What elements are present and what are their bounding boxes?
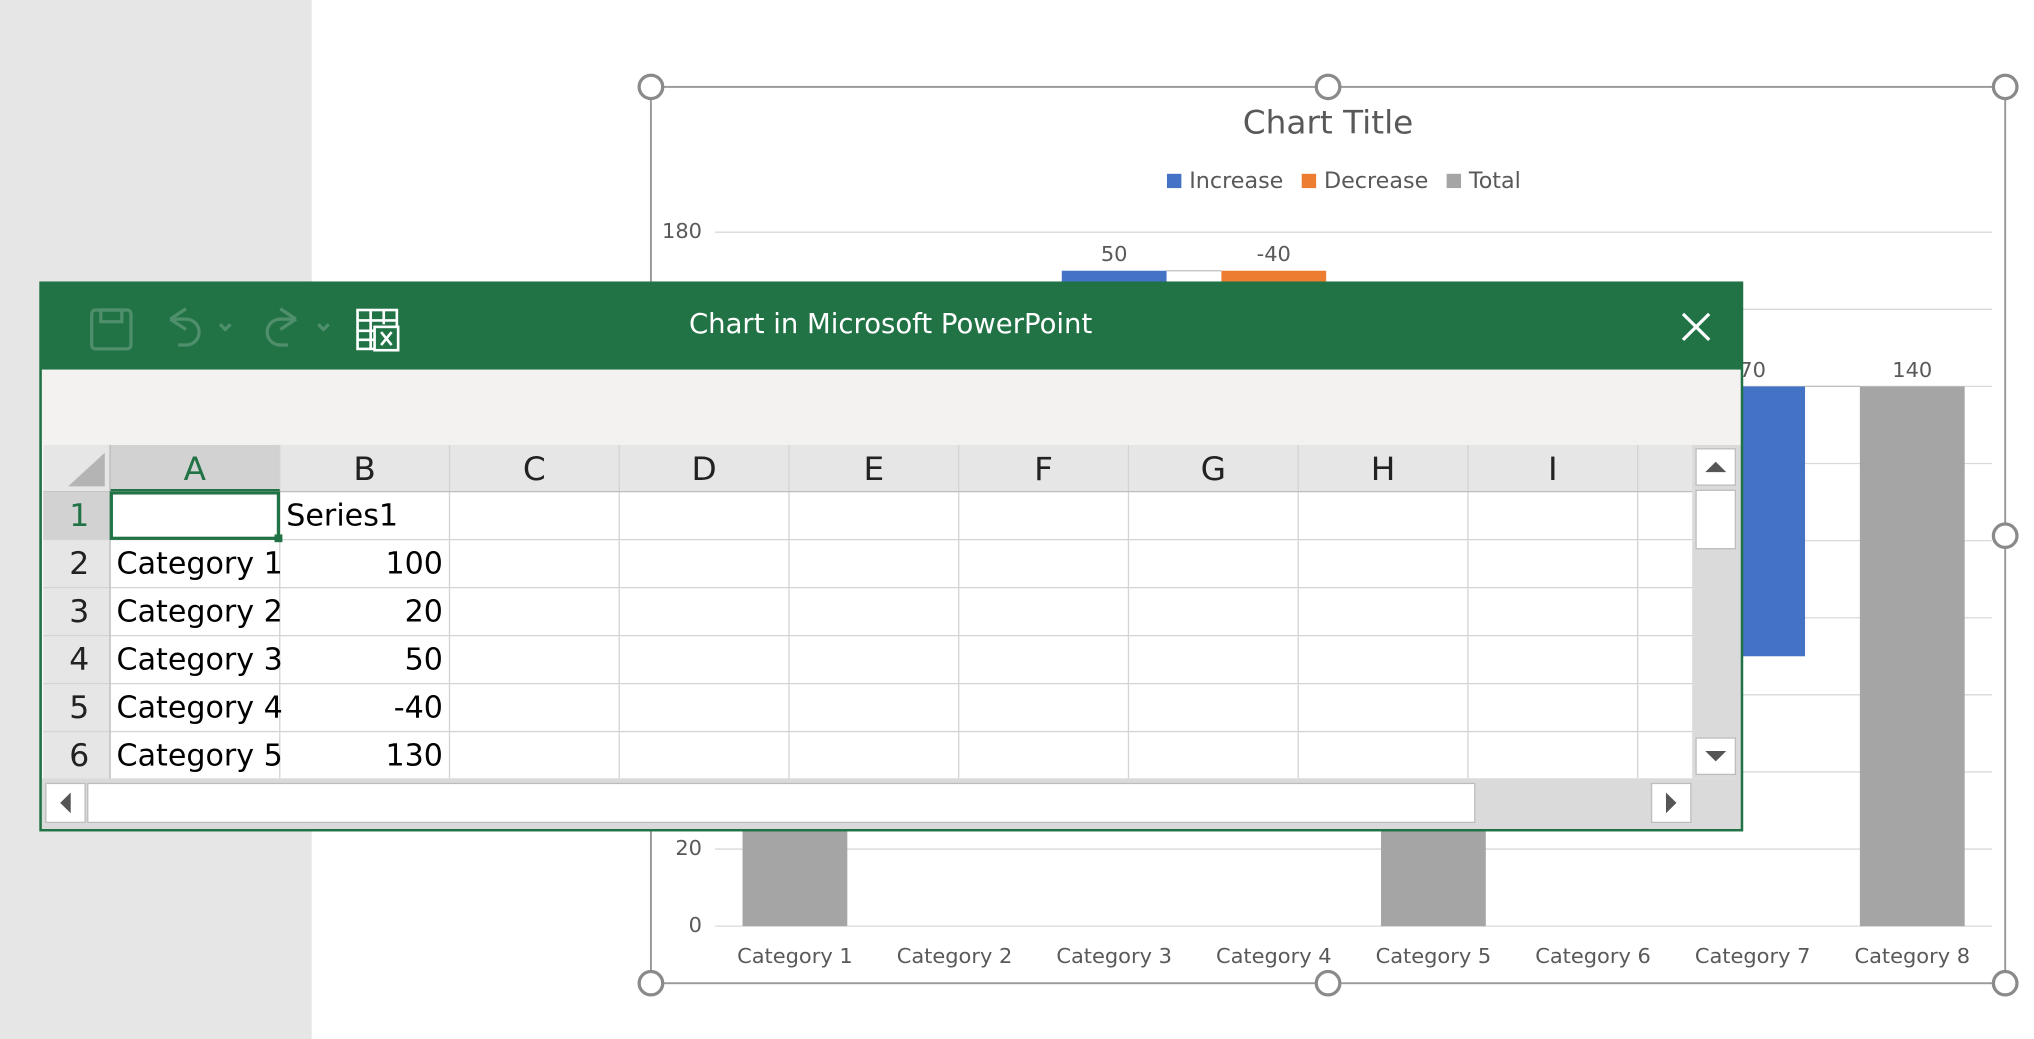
cell[interactable]: 50 [405,642,443,677]
cell[interactable]: 100 [385,546,442,581]
data-label: -40 [1257,242,1291,266]
undo-menu[interactable] [218,323,232,332]
cell[interactable]: Category 3 [117,642,283,677]
sheet-grid: A B C D E F G H I 1 Series1 2 Category 1 100 3 Category… [43,444,1693,781]
y-tick-label: 180 [662,219,702,243]
legend-swatch [1446,173,1462,189]
column-header[interactable]: B [353,450,375,488]
ribbon-area [41,369,1741,445]
redo-menu[interactable] [317,323,330,332]
title-bar [40,282,1742,370]
header-row [43,444,1693,492]
row-header[interactable]: 4 [69,642,89,678]
legend-swatch [1301,173,1317,189]
resize-handle[interactable] [1991,73,2019,101]
row-header[interactable]: 5 [69,690,89,726]
legend-label: Increase [1189,168,1283,194]
close-button[interactable] [1681,312,1711,341]
scroll-up-arrow [1705,461,1727,473]
undo-button[interactable] [169,307,201,347]
x-tick-label: Category 5 [1376,944,1492,968]
column-header[interactable]: E [864,450,885,488]
scroll-thumb[interactable] [1695,489,1737,550]
column-header[interactable]: H [1371,450,1396,488]
x-tick-label: Category 7 [1695,944,1811,968]
column-header[interactable]: A [184,450,207,488]
scroll-down-arrow [1705,751,1727,762]
data-label: 70 [1739,358,1766,382]
legend-label: Total [1468,168,1521,194]
cell[interactable]: Category 4 [117,690,283,725]
cell[interactable]: 20 [405,594,443,629]
chart-title: Chart Title [1243,104,1414,142]
resize-handle[interactable] [1991,522,2019,550]
select-all[interactable] [68,452,105,487]
window-title: Chart in Microsoft PowerPoint [689,309,1093,340]
row-header[interactable]: 2 [69,546,89,582]
scroll-left-arrow [60,792,71,814]
cell[interactable]: Category 2 [117,594,283,629]
scroll-right-arrow [1665,792,1677,814]
column-header[interactable]: D [691,450,716,488]
active-column-header [110,444,280,492]
active-cell[interactable] [109,491,281,540]
bar [1859,386,1965,927]
y-tick-label: 0 [689,913,702,937]
cell[interactable]: 130 [385,738,442,773]
cell[interactable]: Category 5 [117,738,283,773]
active-row-header [43,491,111,540]
redo-button[interactable] [265,307,297,347]
column-header[interactable]: G [1201,450,1226,488]
x-tick-label: Category 8 [1854,944,1970,968]
data-label: 140 [1892,358,1932,382]
row-header[interactable]: 1 [69,498,89,534]
resize-handle[interactable] [1314,73,1342,101]
cell[interactable]: Series1 [286,498,398,533]
column-header[interactable]: F [1034,450,1053,488]
y-tick-label: 20 [675,836,702,860]
column-header[interactable]: I [1548,450,1558,488]
data-window: Chart in Microsoft PowerPoint A B C D E F G H I 1… [39,281,1744,832]
x-tick-label: Category 3 [1056,944,1172,968]
edit-in-excel-button[interactable] [356,308,400,352]
legend-label: Decrease [1324,168,1428,194]
scroll-thumb-h[interactable] [87,782,1476,824]
row-header[interactable]: 6 [69,738,89,774]
data-label: 50 [1101,242,1128,266]
row-header[interactable]: 3 [69,594,89,630]
column-header[interactable]: C [523,450,546,488]
resize-handle[interactable] [1314,969,1342,997]
x-tick-label: Category 1 [737,944,853,968]
resize-handle[interactable] [1991,969,2019,997]
legend-swatch [1166,173,1182,189]
cell[interactable]: Category 1 [117,546,283,581]
resize-handle[interactable] [637,73,665,101]
save-icon [99,308,124,324]
x-tick-label: Category 4 [1216,944,1332,968]
x-tick-label: Category 6 [1535,944,1651,968]
fill-handle [274,534,283,543]
toolbar [90,307,330,351]
x-tick-label: Category 2 [897,944,1013,968]
resize-handle[interactable] [637,969,665,997]
cell[interactable]: -40 [394,690,443,725]
